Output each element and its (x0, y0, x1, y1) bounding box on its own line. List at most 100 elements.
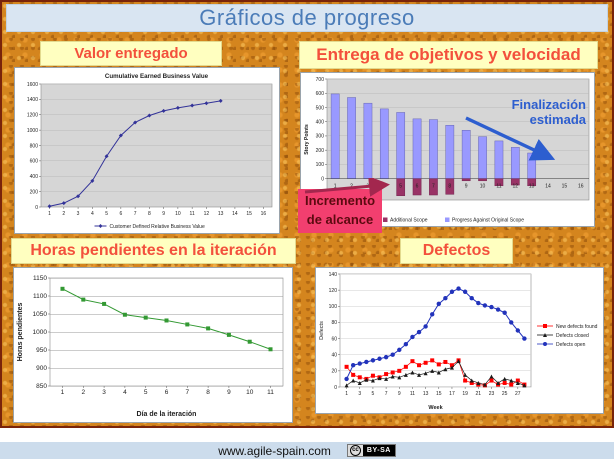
slide-background: Gráficos de progreso Valor entregado 0 20… (0, 0, 614, 428)
svg-text:12: 12 (204, 211, 210, 217)
svg-text:14: 14 (232, 211, 238, 217)
svg-text:13: 13 (423, 391, 429, 397)
svg-text:Defects open: Defects open (556, 342, 586, 348)
svg-text:800: 800 (30, 143, 39, 149)
svg-text:13: 13 (529, 184, 535, 190)
svg-text:9: 9 (398, 391, 401, 397)
svg-text:11: 11 (496, 184, 501, 190)
svg-text:10: 10 (175, 211, 181, 217)
svg-text:7: 7 (134, 211, 137, 217)
svg-text:Día de la iteración: Día de la iteración (137, 411, 197, 418)
svg-text:16: 16 (261, 211, 267, 217)
svg-text:Week: Week (428, 405, 443, 411)
svg-text:300: 300 (316, 134, 325, 140)
svg-text:0: 0 (35, 205, 38, 211)
svg-text:15: 15 (246, 211, 252, 217)
svg-text:16: 16 (578, 184, 584, 190)
svg-text:900: 900 (36, 365, 47, 372)
svg-text:New defects found: New defects found (556, 324, 598, 330)
svg-text:7: 7 (432, 184, 435, 190)
cc-license-badge[interactable]: cc BY-SA (346, 444, 396, 457)
svg-text:8: 8 (148, 211, 151, 217)
svg-text:4: 4 (383, 184, 386, 190)
svg-text:600: 600 (316, 91, 325, 97)
svg-text:850: 850 (36, 383, 47, 390)
svg-text:2: 2 (81, 389, 85, 396)
svg-text:1150: 1150 (33, 275, 47, 282)
svg-text:Defects closed: Defects closed (556, 333, 589, 339)
svg-text:1: 1 (48, 211, 51, 217)
svg-text:13: 13 (218, 211, 224, 217)
footer-bar: www.agile-spain.com cc BY-SA (0, 442, 614, 459)
svg-text:120: 120 (329, 288, 338, 294)
chart-panel-horas: 850 900 950 1000 1050 1100 1150 1 2 3 4 5 6 7 8 9 10 11 Ho… (13, 267, 293, 423)
svg-text:7: 7 (185, 389, 189, 396)
svg-text:1: 1 (345, 391, 348, 397)
svg-text:5: 5 (399, 184, 402, 190)
svg-text:12: 12 (513, 184, 519, 190)
svg-text:3: 3 (77, 211, 80, 217)
svg-text:Progress Against Original Scop: Progress Against Original Scope (452, 218, 524, 224)
header-horas-pendientes: Horas pendientes en la iteración (11, 238, 296, 264)
svg-text:1200: 1200 (27, 113, 38, 119)
svg-text:100: 100 (316, 162, 325, 168)
svg-text:15: 15 (436, 391, 442, 397)
svg-text:6: 6 (165, 389, 169, 396)
svg-text:6: 6 (119, 211, 122, 217)
svg-text:100: 100 (329, 304, 338, 310)
svg-text:4: 4 (91, 211, 94, 217)
svg-text:5: 5 (144, 389, 148, 396)
svg-text:400: 400 (30, 174, 39, 180)
svg-text:8: 8 (448, 184, 451, 190)
svg-text:200: 200 (30, 189, 39, 195)
svg-text:11: 11 (410, 391, 415, 397)
svg-text:700: 700 (316, 77, 325, 83)
chart-iteration-burndown: 850 900 950 1000 1050 1100 1150 1 2 3 4 5 6 7 8 9 10 11 Ho… (17, 275, 284, 418)
svg-text:80: 80 (331, 320, 337, 326)
svg-text:400: 400 (316, 120, 325, 126)
header-defectos: Defectos (400, 238, 513, 264)
svg-text:27: 27 (515, 391, 521, 397)
svg-text:200: 200 (316, 148, 325, 154)
svg-text:9: 9 (162, 211, 165, 217)
header-objetivos-velocidad: Entrega de objetivos y velocidad (299, 41, 598, 69)
scope-increase-note: Incremento de alcance (298, 189, 382, 233)
footer-url[interactable]: www.agile-spain.com (218, 443, 331, 458)
cc-license-label: BY-SA (366, 447, 391, 454)
svg-text:5: 5 (105, 211, 108, 217)
header-valor-label: Valor entregado (74, 45, 188, 62)
svg-text:17: 17 (449, 391, 455, 397)
svg-text:3: 3 (358, 391, 361, 397)
scope-increase-label: Incremento de alcance (304, 193, 376, 227)
title-bar: Gráficos de progreso (6, 4, 608, 32)
estimated-finish-annotation: Finalización estimada (511, 97, 586, 128)
svg-text:1000: 1000 (27, 128, 38, 134)
cc-icon: cc (347, 445, 363, 456)
svg-text:Horas pendientes: Horas pendientes (17, 303, 24, 362)
svg-text:20: 20 (331, 369, 337, 375)
svg-text:23: 23 (489, 391, 495, 397)
svg-text:15: 15 (562, 184, 568, 190)
svg-text:950: 950 (36, 347, 47, 354)
svg-text:19: 19 (462, 391, 468, 397)
chart-panel-valor: 0 200 400 600 800 1000 1200 1400 1600 1 2 3 4 5 6 7 8 9 10… (14, 67, 280, 234)
svg-text:140: 140 (329, 272, 338, 278)
svg-text:Defects: Defects (319, 321, 325, 340)
svg-text:21: 21 (476, 391, 482, 397)
svg-text:1600: 1600 (27, 82, 38, 88)
svg-text:9: 9 (465, 184, 468, 190)
header-defectos-label: Defectos (422, 242, 491, 259)
svg-text:Story Points: Story Points (304, 124, 310, 155)
svg-text:6: 6 (416, 184, 419, 190)
svg-text:10: 10 (246, 389, 254, 396)
svg-text:9: 9 (227, 389, 231, 396)
svg-text:60: 60 (331, 336, 337, 342)
svg-text:7: 7 (385, 391, 388, 397)
svg-text:1: 1 (61, 389, 65, 396)
svg-text:10: 10 (480, 184, 486, 190)
header-valor-entregado: Valor entregado (40, 41, 222, 66)
svg-text:Customer Defined Relative Busi: Customer Defined Relative Business Value (110, 224, 205, 230)
page-title: Gráficos de progreso (199, 5, 415, 30)
svg-text:0: 0 (321, 176, 324, 182)
